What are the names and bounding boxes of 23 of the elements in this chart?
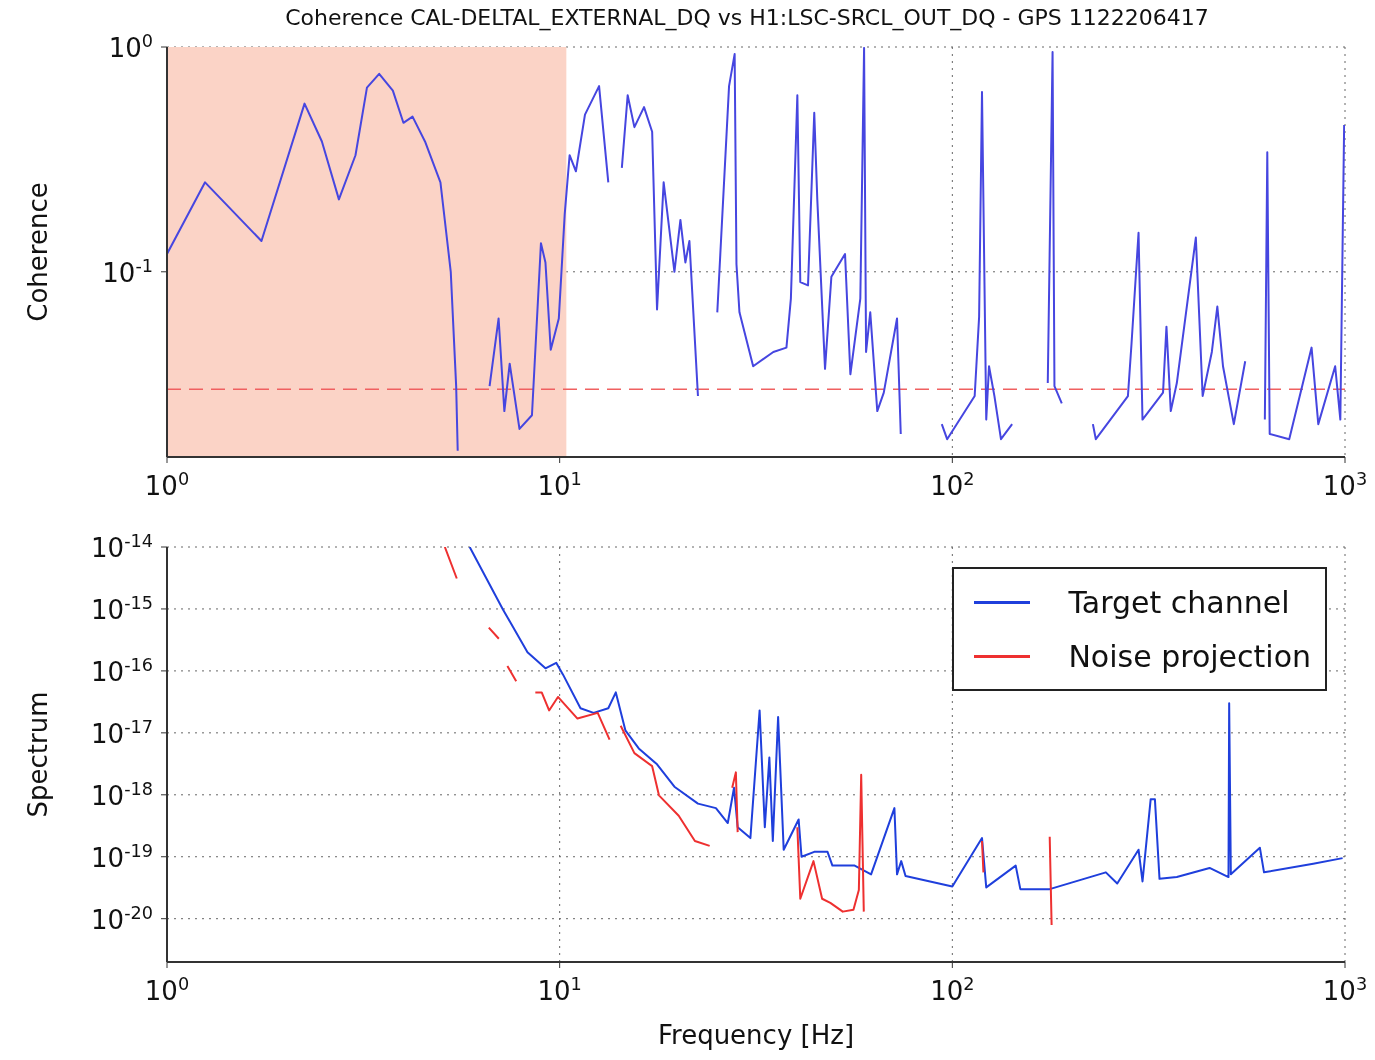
y-tick-label: 10$^{-16}$ — [91, 654, 153, 687]
y-axis-title: Coherence — [23, 182, 54, 322]
x-tick-label: 10$^{2}$ — [930, 469, 975, 501]
x-tick-label: 10$^{0}$ — [144, 469, 190, 501]
x-axis-title: Frequency [Hz] — [657, 1020, 855, 1050]
x-tick-label: 10$^{1}$ — [537, 974, 582, 1006]
y-tick-label: 10$^{-20}$ — [91, 902, 153, 935]
chart-title: Coherence CAL-DELTAL_EXTERNAL_DQ vs H1:LSC-SRCL_OUT_DQ - GPS 1122206417 — [284, 5, 1210, 30]
legend-label: Target channel — [1068, 584, 1290, 620]
y-tick-label: 10$^{-14}$ — [91, 531, 153, 563]
y-tick-label: 10$^{-15}$ — [91, 592, 153, 625]
y-tick-label: 10$^{-1}$ — [102, 255, 153, 288]
legend-label: Noise projection — [1068, 638, 1311, 674]
x-tick-label: 10$^{3}$ — [1322, 974, 1368, 1006]
y-axis-title: Spectrum — [23, 691, 54, 818]
y-tick-label: 10$^{-17}$ — [91, 716, 153, 749]
y-tick-label: 10$^{-19}$ — [91, 840, 153, 873]
x-tick-label: 10$^{3}$ — [1322, 469, 1368, 501]
y-tick-label: 10$^{-18}$ — [91, 778, 153, 811]
x-tick-label: 10$^{1}$ — [537, 469, 582, 501]
x-tick-label: 10$^{0}$ — [144, 974, 190, 1006]
x-tick-label: 10$^{2}$ — [930, 974, 975, 1006]
y-tick-label: 10$^{0}$ — [108, 31, 153, 63]
